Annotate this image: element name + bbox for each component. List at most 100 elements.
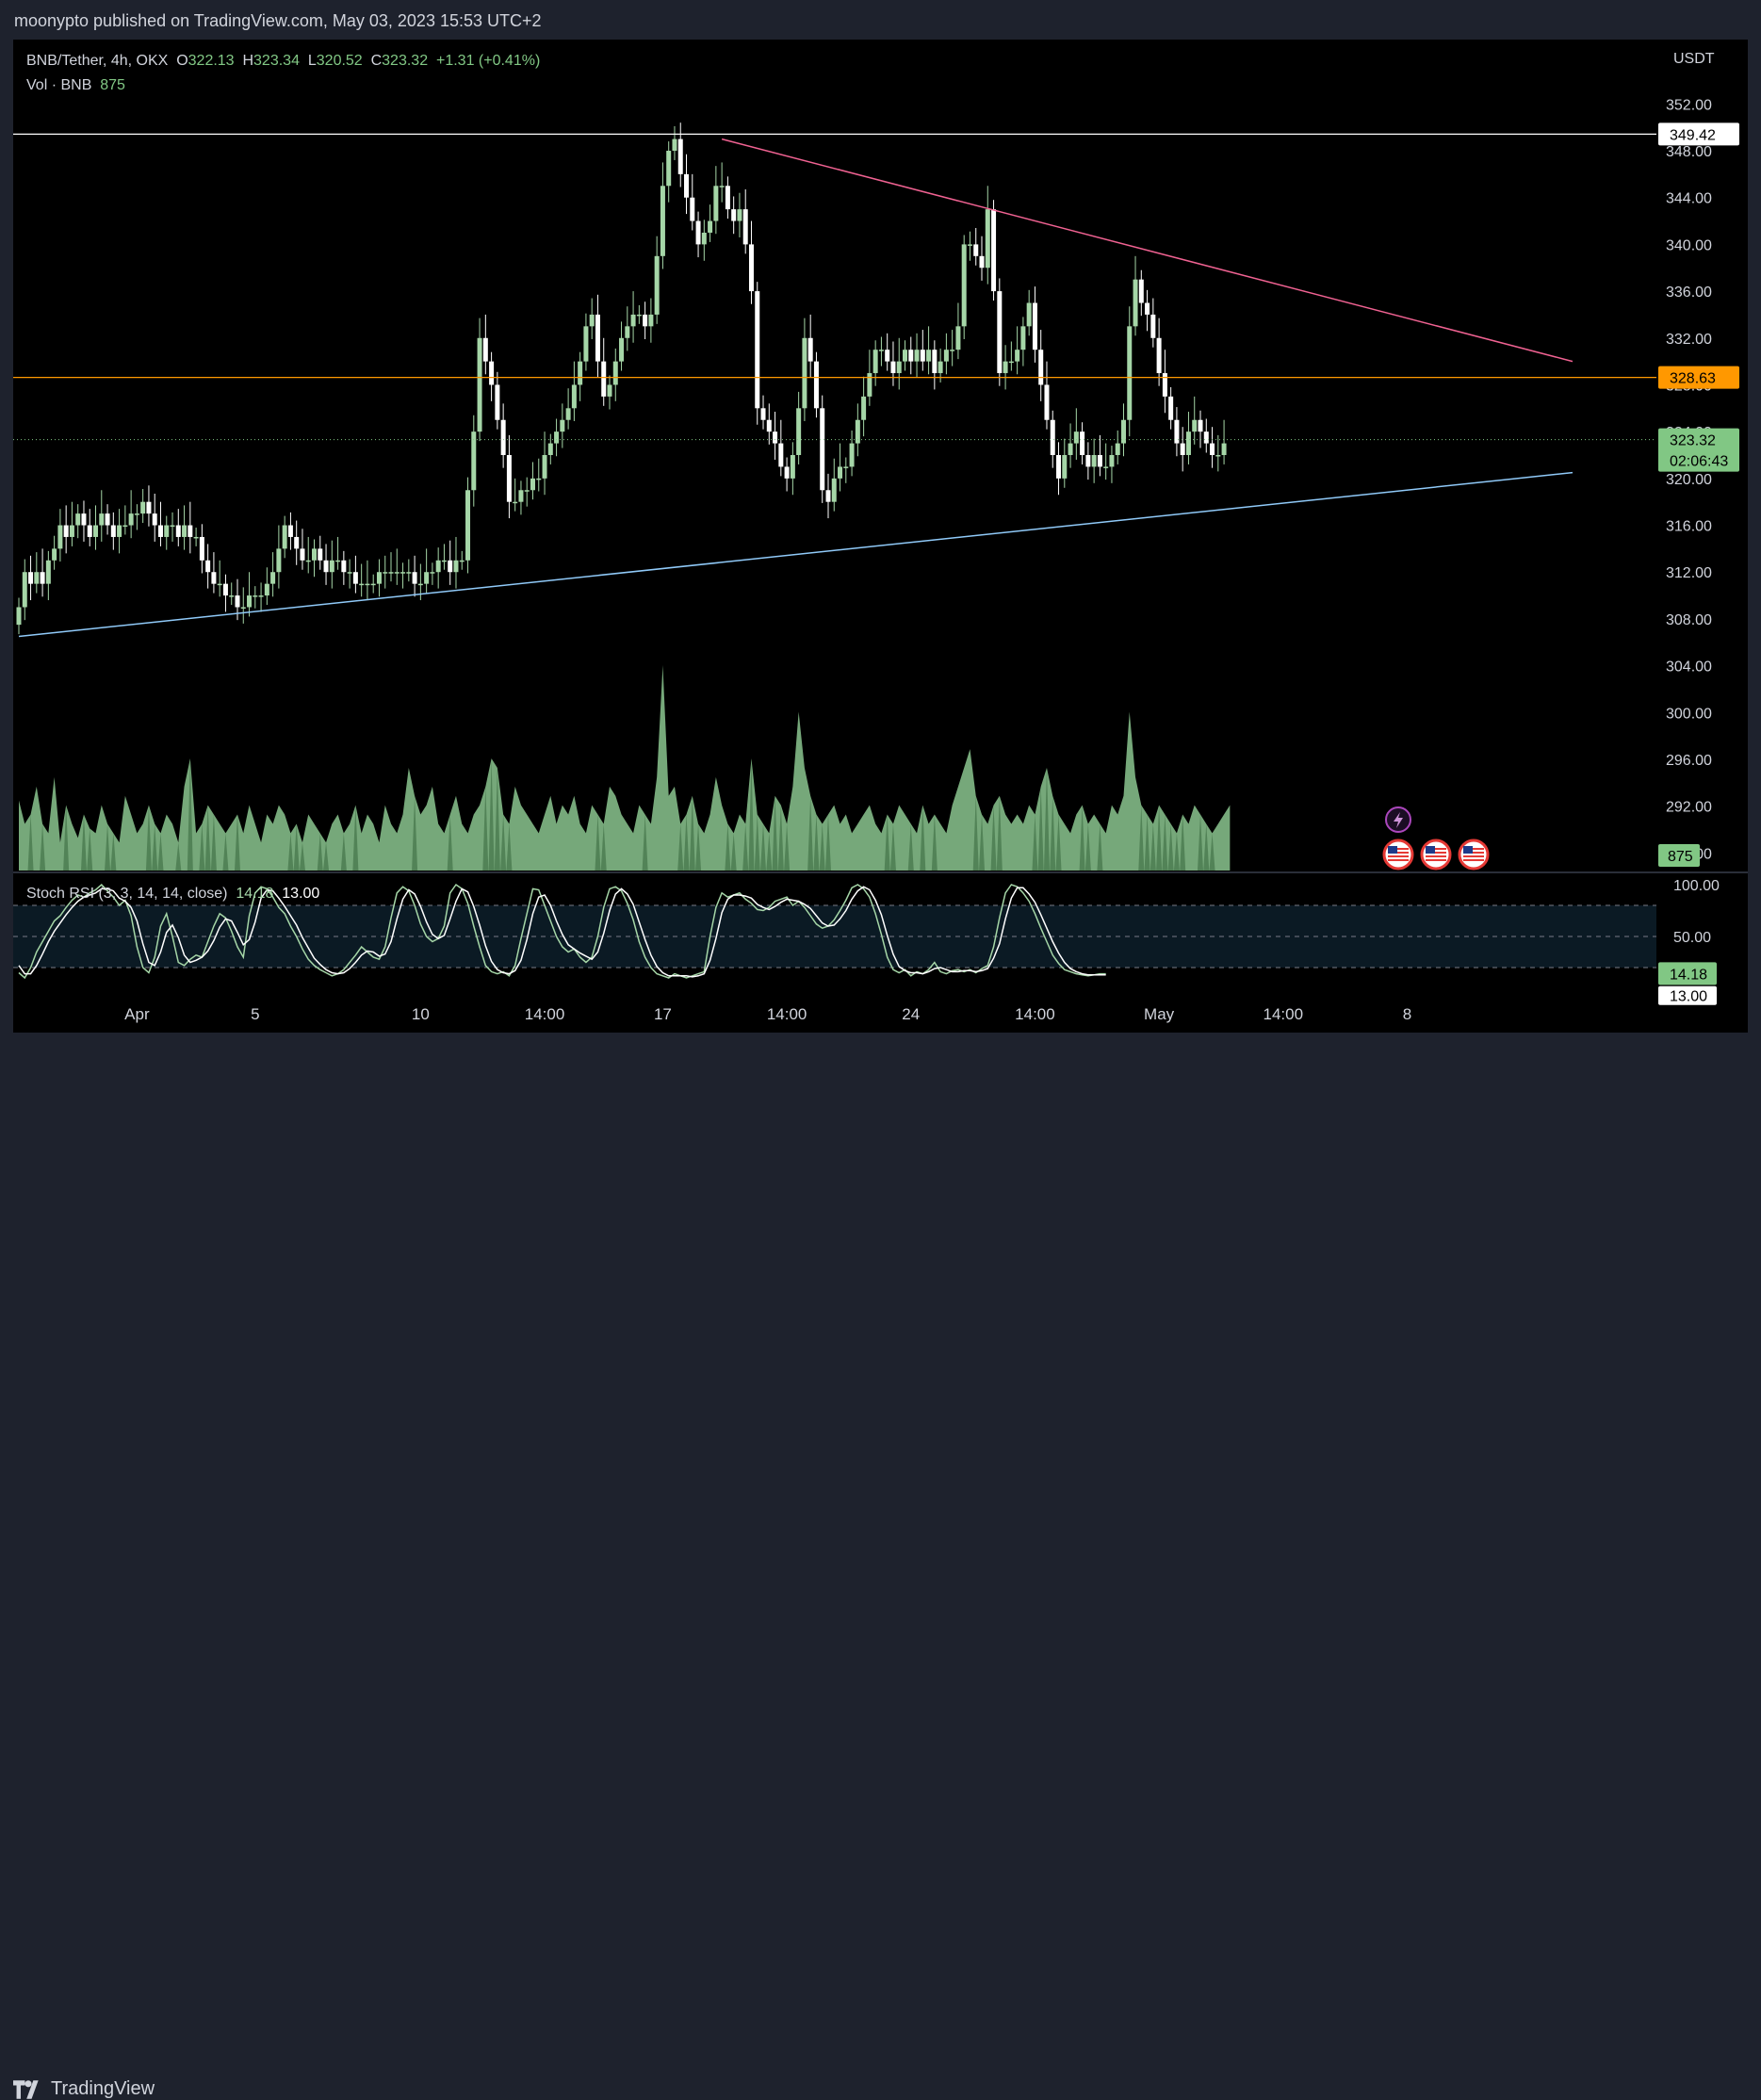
volume-legend-value: 875 [100, 77, 125, 93]
candle-body [287, 525, 293, 537]
candle-body [524, 490, 530, 492]
volume-down-spike [1097, 823, 1103, 871]
candle-body [790, 455, 795, 479]
us-flag-stripe [1426, 848, 1446, 850]
candle-body [695, 220, 701, 245]
stoch-rsi-label[interactable]: Stoch RSI (3, 3, 14, 14, close) [26, 886, 228, 902]
candle-body [843, 466, 849, 468]
volume-down-spike [482, 786, 489, 871]
volume-down-spike [488, 758, 495, 871]
us-flag-stripe [1463, 855, 1484, 857]
candle-body [157, 525, 163, 537]
price-label-bg [1658, 122, 1739, 146]
tradingview-logo[interactable]: TradingView [13, 2078, 155, 2100]
candle-body [270, 572, 276, 584]
candle-body [211, 572, 217, 584]
candle-body [926, 350, 932, 362]
candle-body [40, 572, 45, 584]
candle-body [677, 138, 683, 174]
candle-series [16, 122, 1227, 635]
volume-down-spike [725, 823, 731, 871]
volume-down-spike [689, 795, 695, 871]
candle-body [1138, 279, 1144, 303]
candle-body [16, 607, 22, 626]
price-tick-label: 344.00 [1666, 191, 1712, 207]
candle-body [725, 186, 730, 210]
candle-body [908, 350, 914, 362]
candle-body [796, 408, 802, 455]
candle-body [75, 513, 81, 526]
candle-body [1168, 396, 1174, 420]
candle-body [985, 209, 990, 269]
candle-body [1162, 373, 1167, 397]
candle-body [867, 373, 872, 397]
volume-down-spike [1209, 833, 1215, 871]
volume-down-spike [1198, 814, 1203, 871]
candle-body [1044, 384, 1050, 420]
candle-body [1156, 337, 1162, 374]
candle-body [110, 525, 116, 537]
tradingview-logo-text: TradingView [51, 2078, 155, 2099]
us-flag-canton [1426, 846, 1435, 854]
candle-body [105, 513, 110, 526]
chart-canvas[interactable]: 352.00 348.00 344.00 340.00 336.00 332.00 328.… [0, 0, 1761, 1083]
volume-down-spike [772, 795, 778, 871]
candle-body [1003, 361, 1008, 374]
candle-body [424, 572, 430, 584]
us-flag-stripe [1388, 852, 1409, 854]
volume-down-spike [979, 814, 986, 871]
stoch-k-label-text: 14.18 [1670, 967, 1707, 983]
candle-body [482, 337, 488, 362]
candle-body [920, 350, 925, 362]
candle-body [625, 326, 630, 338]
volume-down-spike [157, 833, 164, 871]
candle-body [672, 138, 677, 152]
candle-body [329, 560, 334, 573]
legend-low: 320.52 [316, 53, 363, 69]
volume-down-spike [1203, 823, 1210, 871]
candle-body [1185, 431, 1191, 455]
volume-down-spike [1162, 814, 1168, 871]
candle-body [654, 255, 660, 315]
candle-body [1133, 279, 1138, 327]
volume-down-spike [1156, 805, 1163, 871]
volume-down-spike [760, 823, 767, 871]
candle-body [1085, 455, 1091, 467]
candle-body [164, 525, 170, 537]
price-tick-label: 316.00 [1666, 519, 1712, 535]
candle-body [554, 431, 560, 444]
candle-body [885, 350, 890, 362]
candle-body [1145, 302, 1150, 315]
candle-body [766, 419, 772, 432]
candle-body [943, 350, 949, 362]
candle-body [518, 490, 524, 502]
volume-down-spike [175, 842, 182, 871]
candle-body [188, 525, 193, 537]
volume-down-spike [87, 828, 93, 871]
candle-body [276, 548, 282, 573]
candle-body [1180, 443, 1185, 455]
volume-down-spike [972, 795, 979, 871]
candle-body [235, 595, 240, 608]
volume-down-spike [234, 814, 240, 871]
time-tick-label: 5 [251, 1005, 259, 1023]
time-tick-label: May [1144, 1005, 1175, 1023]
candle-body [1215, 455, 1221, 457]
candle-body [660, 186, 665, 256]
legend-symbol[interactable]: BNB/Tether, 4h, OKX [26, 53, 169, 69]
price-tick-label: 312.00 [1666, 565, 1712, 581]
volume-down-spike [412, 795, 418, 871]
candle-body [506, 455, 512, 502]
candle-body [370, 583, 376, 586]
legend-open-label: O [176, 53, 188, 69]
us-flag-icon [1382, 838, 1414, 871]
candle-body [1109, 455, 1115, 467]
volume-label-text: 875 [1668, 849, 1693, 865]
candle-body [643, 314, 648, 327]
candle-body [347, 572, 352, 574]
candle-body [459, 560, 465, 562]
candle-body [199, 536, 204, 561]
candle-body [441, 560, 447, 562]
candle-body [601, 361, 607, 397]
volume-down-spike [824, 814, 831, 871]
